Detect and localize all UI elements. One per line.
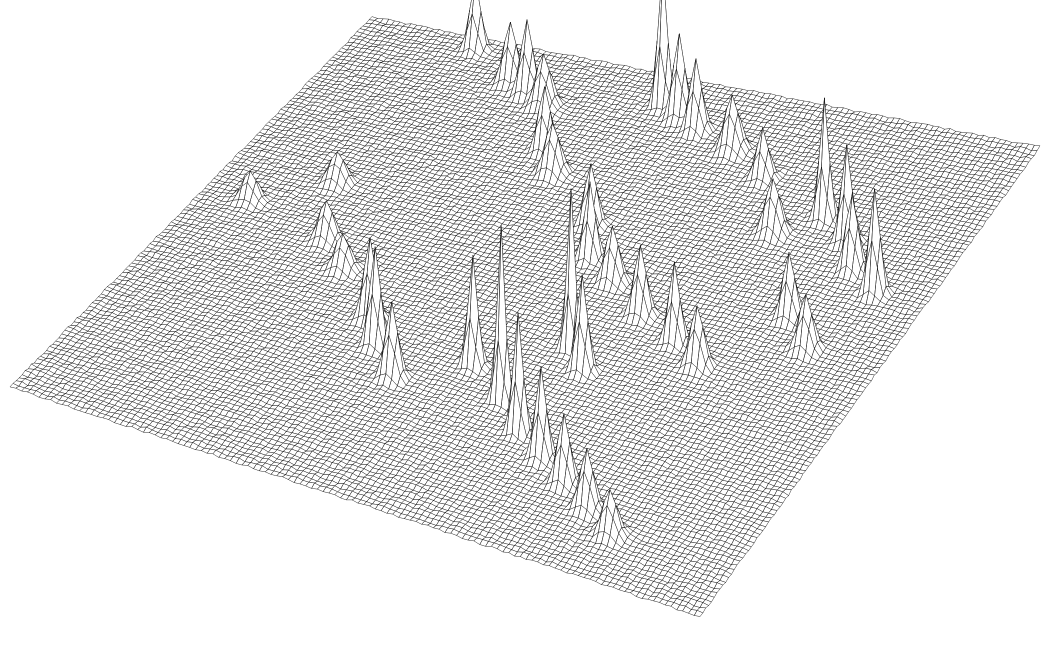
surface-row-118: [9, 383, 704, 617]
surface-quads: [9, 0, 1041, 617]
